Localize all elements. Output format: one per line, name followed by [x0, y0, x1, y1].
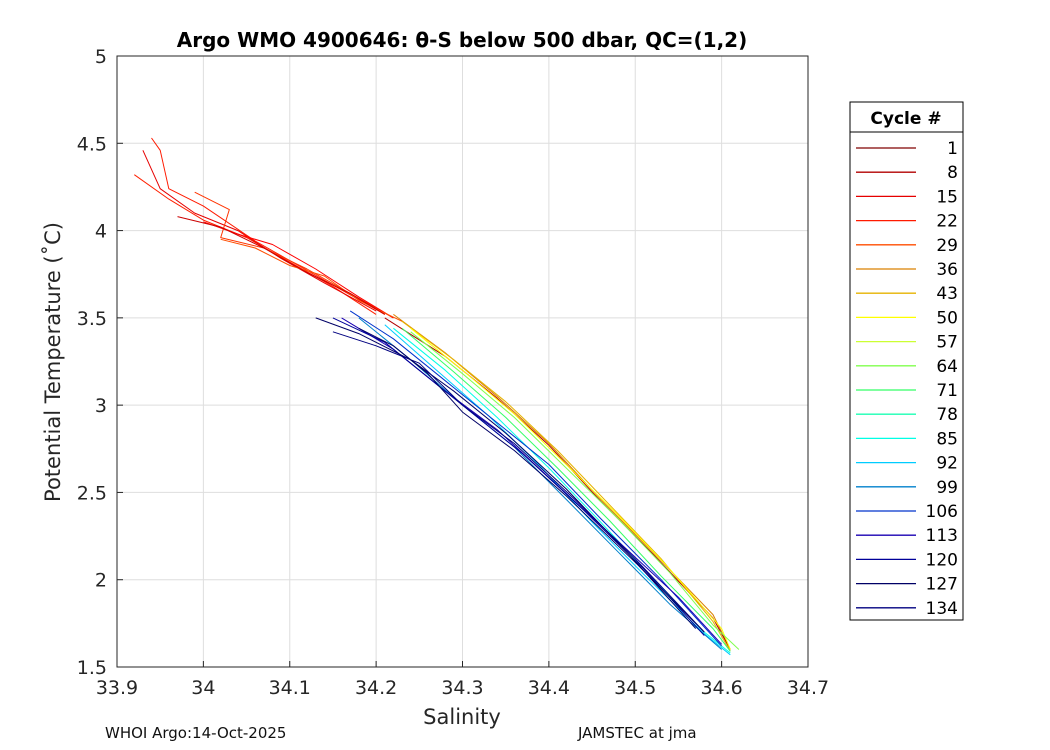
y-tick-labels: 1.5 2 2.5 3 3.5 4 4.5 5: [77, 46, 107, 679]
x-tick-label: 34.6: [700, 677, 742, 699]
x-axis-label: Salinity: [423, 705, 501, 729]
legend-entry-label: 106: [926, 502, 958, 522]
profile-line: [194, 191, 394, 319]
legend-entry-label: 99: [936, 478, 958, 498]
profile-line: [349, 310, 722, 647]
profile-line: [358, 317, 722, 650]
legend-entry-label: 92: [936, 454, 958, 474]
legend-entry-label: 113: [926, 526, 958, 546]
legend-entry-label: 29: [936, 236, 958, 256]
profile-line: [134, 174, 377, 315]
y-tick-label: 5: [95, 46, 107, 68]
x-tick-label: 34.5: [614, 677, 656, 699]
y-tick-label: 2: [95, 570, 107, 592]
profile-line: [332, 317, 705, 636]
legend-entry-label: 71: [936, 381, 958, 401]
profile-line: [142, 150, 377, 312]
plot-area-frame: [116, 55, 809, 668]
legend-entry-label: 57: [936, 333, 958, 353]
y-tick-label: 1.5: [77, 657, 107, 679]
legend-entry-label: 85: [936, 429, 958, 449]
footer-institution: JAMSTEC at jma: [578, 724, 697, 742]
legend-title: Cycle #: [870, 109, 941, 129]
chart-title: Argo WMO 4900646: θ-S below 500 dbar, QC…: [177, 28, 747, 52]
legend: Cycle # 18152229364350576471788592991061…: [849, 101, 964, 621]
legend-entries: 1 8 15 22 29 36 43 50 57 64 71 78 85 92 99 106 113 120 127…: [856, 139, 958, 619]
profile-line: [410, 327, 731, 650]
y-axis-label: Potential Temperature (˚C): [41, 222, 65, 502]
x-tick-label: 34.1: [269, 677, 311, 699]
profile-line: [410, 331, 740, 650]
y-tick-label: 4.5: [77, 133, 107, 155]
data-lines: [134, 137, 740, 656]
x-tick-label: 34: [191, 677, 215, 699]
legend-entry-label: 78: [936, 405, 958, 425]
y-tick-label: 4: [95, 221, 107, 243]
profile-line: [401, 327, 731, 652]
footer-source-date: WHOI Argo:14-Oct-2025: [105, 724, 287, 742]
legend-entry-label: 64: [936, 357, 958, 377]
legend-entry-label: 127: [926, 575, 958, 595]
x-tick-label: 34.3: [441, 677, 483, 699]
legend-entry-label: 134: [926, 599, 958, 619]
legend-entry-label: 120: [926, 550, 958, 570]
x-tick-label: 34.4: [528, 677, 570, 699]
profile-line: [332, 331, 705, 633]
grid-lines: [116, 55, 809, 668]
x-tick-label: 33.9: [96, 677, 138, 699]
x-tick-label: 34.2: [355, 677, 397, 699]
legend-entry-label: 22: [936, 212, 958, 232]
profile-line: [151, 137, 386, 315]
legend-entry-label: 50: [936, 308, 958, 328]
profile-line: [220, 238, 403, 322]
profile-line: [315, 317, 697, 629]
y-tick-label: 2.5: [77, 482, 107, 504]
legend-entry-label: 15: [936, 187, 958, 207]
legend-entry-label: 36: [936, 260, 958, 280]
x-tick-labels: 33.9 34 34.1 34.2 34.3 34.4 34.5 34.6 34.7: [96, 677, 829, 699]
profile-line: [177, 216, 386, 315]
profile-line: [203, 221, 394, 319]
legend-box: [849, 101, 964, 621]
legend-entry-label: 8: [947, 163, 958, 183]
x-tick-label: 34.7: [787, 677, 829, 699]
profile-line: [358, 327, 705, 633]
legend-entry-label: 1: [947, 139, 958, 159]
legend-entry-label: 43: [936, 284, 958, 304]
y-tick-label: 3: [95, 395, 107, 417]
y-tick-label: 3.5: [77, 308, 107, 330]
profile-line: [401, 320, 731, 652]
